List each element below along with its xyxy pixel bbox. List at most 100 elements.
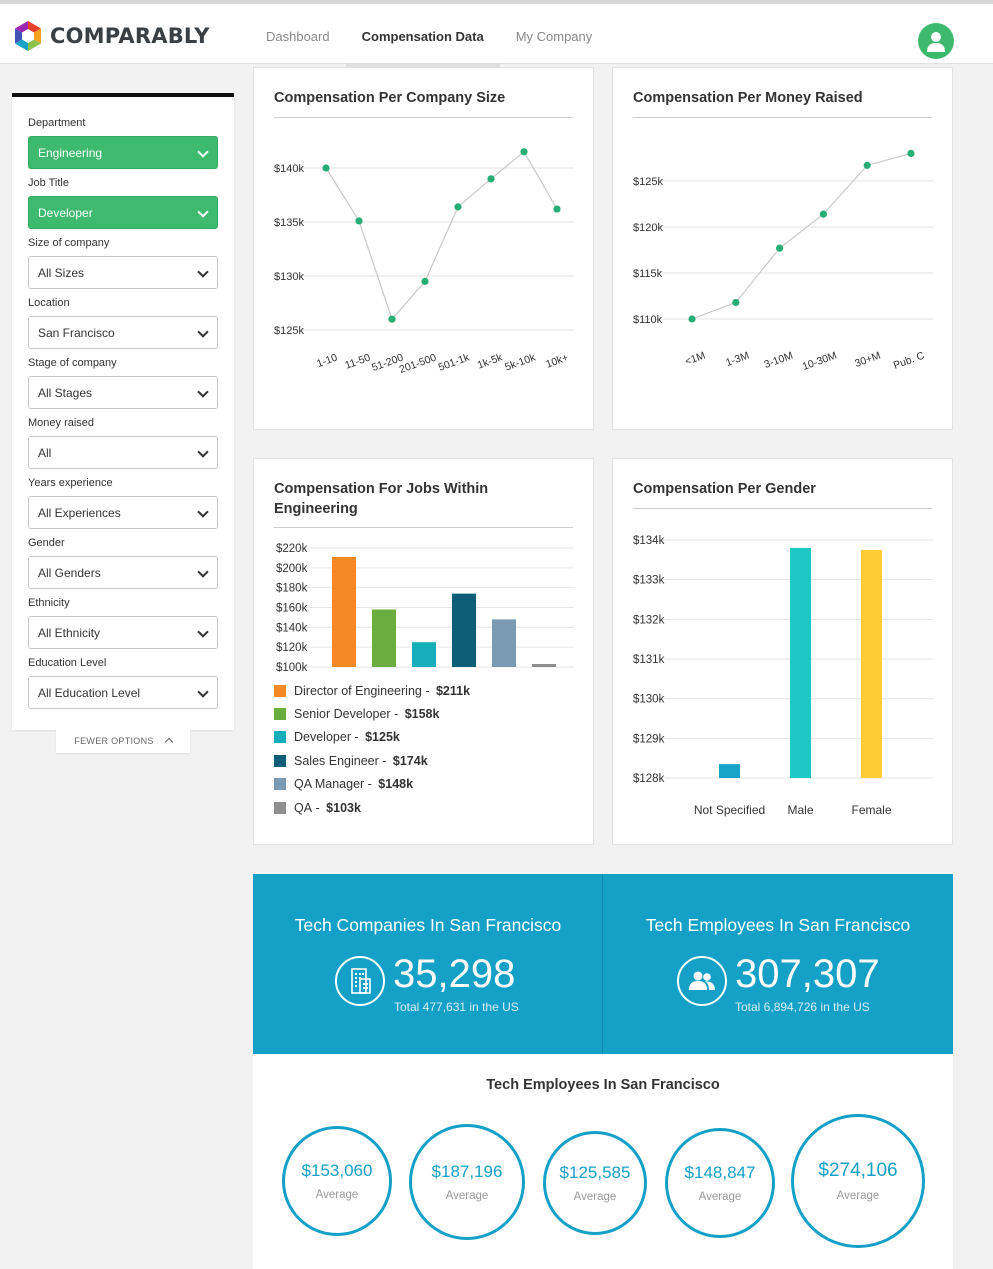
data-point[interactable] xyxy=(819,210,827,218)
filter-select[interactable]: All Ethnicity xyxy=(28,616,218,649)
filter-group: Department Engineering xyxy=(28,117,218,169)
data-point[interactable] xyxy=(520,148,528,156)
series-line xyxy=(691,152,912,320)
filter-select[interactable]: All Experiences xyxy=(28,496,218,529)
data-point[interactable] xyxy=(487,175,495,183)
y-tick-label: $140k xyxy=(274,163,304,175)
x-tick-label: 11-50 xyxy=(343,351,372,371)
stat-value: 35,298 xyxy=(393,952,516,996)
bar[interactable] xyxy=(790,547,811,778)
filter-select[interactable]: San Francisco xyxy=(28,316,218,349)
x-tick-label: Pub. C xyxy=(892,349,927,371)
data-point[interactable] xyxy=(388,315,396,323)
building-icon xyxy=(335,956,385,1006)
data-point[interactable] xyxy=(322,164,330,172)
data-point[interactable] xyxy=(688,315,696,323)
legend-separator: - xyxy=(364,777,376,792)
filter-group: Location San Francisco xyxy=(28,297,218,349)
data-point[interactable] xyxy=(776,244,784,252)
y-tick-label: $115k xyxy=(633,268,663,280)
user-avatar[interactable] xyxy=(918,23,954,59)
legend-item: QA Manager - $148k xyxy=(274,773,470,796)
filter-select[interactable]: All Stages xyxy=(28,376,218,409)
main-nav: Dashboard Compensation Data My Company xyxy=(250,8,608,67)
legend-value: $125k xyxy=(365,730,400,745)
x-tick-label: 1-3M xyxy=(724,350,751,369)
filter-select[interactable]: All Sizes xyxy=(28,256,218,289)
chevron-down-icon xyxy=(197,266,209,278)
data-point[interactable] xyxy=(553,205,561,213)
filter-label: Stage of company xyxy=(28,357,117,369)
bar[interactable] xyxy=(861,549,882,778)
people-icon xyxy=(677,956,727,1006)
x-tick-label: 10-30M xyxy=(801,350,839,373)
legend-swatch xyxy=(274,684,286,697)
y-tick-label: $128k xyxy=(633,773,665,785)
filter-select[interactable]: Developer xyxy=(28,196,218,229)
average-circle: $125,585 Average xyxy=(543,1131,647,1235)
title-divider xyxy=(274,117,573,118)
legend-swatch xyxy=(274,731,286,744)
legend-swatch xyxy=(274,754,286,767)
chevron-down-icon xyxy=(197,566,209,578)
average-value: $148,847 xyxy=(684,1163,756,1182)
filter-select[interactable]: All Education Level xyxy=(28,676,218,709)
y-tick-label: $130k xyxy=(274,271,304,283)
y-tick-label: $125k xyxy=(633,176,663,188)
y-tick-label: $134k xyxy=(633,535,665,547)
data-point[interactable] xyxy=(355,217,363,225)
user-icon xyxy=(927,32,945,52)
average-circle: $187,196 Average xyxy=(409,1124,525,1240)
filter-select[interactable]: Engineering xyxy=(28,136,218,169)
company-size-chart-card: Compensation Per Company Size $140k $135k… xyxy=(253,67,594,430)
average-label: Average xyxy=(698,1191,742,1203)
legend-swatch xyxy=(274,801,286,814)
x-tick-label: 10k+ xyxy=(544,352,570,371)
filter-group: Years experience All Experiences xyxy=(28,477,218,529)
y-tick-label: $120k xyxy=(276,642,308,654)
y-tick-label: $130k xyxy=(633,694,665,706)
x-tick-label: Not Specified xyxy=(694,803,765,817)
nav-my-company[interactable]: My Company xyxy=(515,29,593,44)
filter-group: Education Level All Education Level xyxy=(28,657,218,709)
legend-item: Director of Engineering - $211k xyxy=(274,679,470,702)
filter-select[interactable]: All xyxy=(28,436,218,469)
nav-dashboard[interactable]: Dashboard xyxy=(266,29,330,44)
filter-group: Ethnicity All Ethnicity xyxy=(28,597,218,649)
fewer-options-button[interactable]: FEWER OPTIONS xyxy=(56,728,190,753)
chevron-down-icon xyxy=(197,446,209,458)
data-point[interactable] xyxy=(907,149,915,157)
legend-item: QA - $103k xyxy=(274,796,470,819)
filter-select-value: All Sizes xyxy=(38,265,85,280)
data-point[interactable] xyxy=(421,277,429,285)
average-value: $125,585 xyxy=(559,1163,631,1182)
series-line xyxy=(325,150,558,321)
bar[interactable] xyxy=(412,642,436,667)
bar[interactable] xyxy=(372,609,396,667)
bar[interactable] xyxy=(719,764,740,778)
bar[interactable] xyxy=(532,664,556,667)
data-point[interactable] xyxy=(454,203,462,211)
data-point[interactable] xyxy=(863,161,871,169)
legend-swatch xyxy=(274,708,286,721)
bar[interactable] xyxy=(452,593,476,667)
bar[interactable] xyxy=(492,619,516,667)
filter-label: Job Title xyxy=(28,177,69,189)
bar[interactable] xyxy=(332,556,356,667)
x-tick-label: 1-10 xyxy=(315,351,339,370)
x-tick-label: 1k-5k xyxy=(476,351,505,371)
chevron-down-icon xyxy=(197,146,209,158)
y-tick-label: $100k xyxy=(276,662,308,674)
legend-value: $103k xyxy=(326,800,361,815)
filter-select[interactable]: All Genders xyxy=(28,556,218,589)
top-navigation-bar: COMPARABLY Dashboard Compensation Data M… xyxy=(0,0,993,67)
y-tick-label: $129k xyxy=(633,733,665,745)
y-tick-label: $131k xyxy=(633,654,665,666)
nav-compensation-data[interactable]: Compensation Data xyxy=(345,8,500,67)
average-circle: $153,060 Average xyxy=(282,1126,392,1236)
tech-companies-stat: Tech Companies In San Francisco 35,298 T… xyxy=(253,874,603,1054)
data-point[interactable] xyxy=(732,298,740,307)
comparably-logo[interactable]: COMPARABLY xyxy=(12,20,210,52)
legend-value: $211k xyxy=(435,683,471,698)
